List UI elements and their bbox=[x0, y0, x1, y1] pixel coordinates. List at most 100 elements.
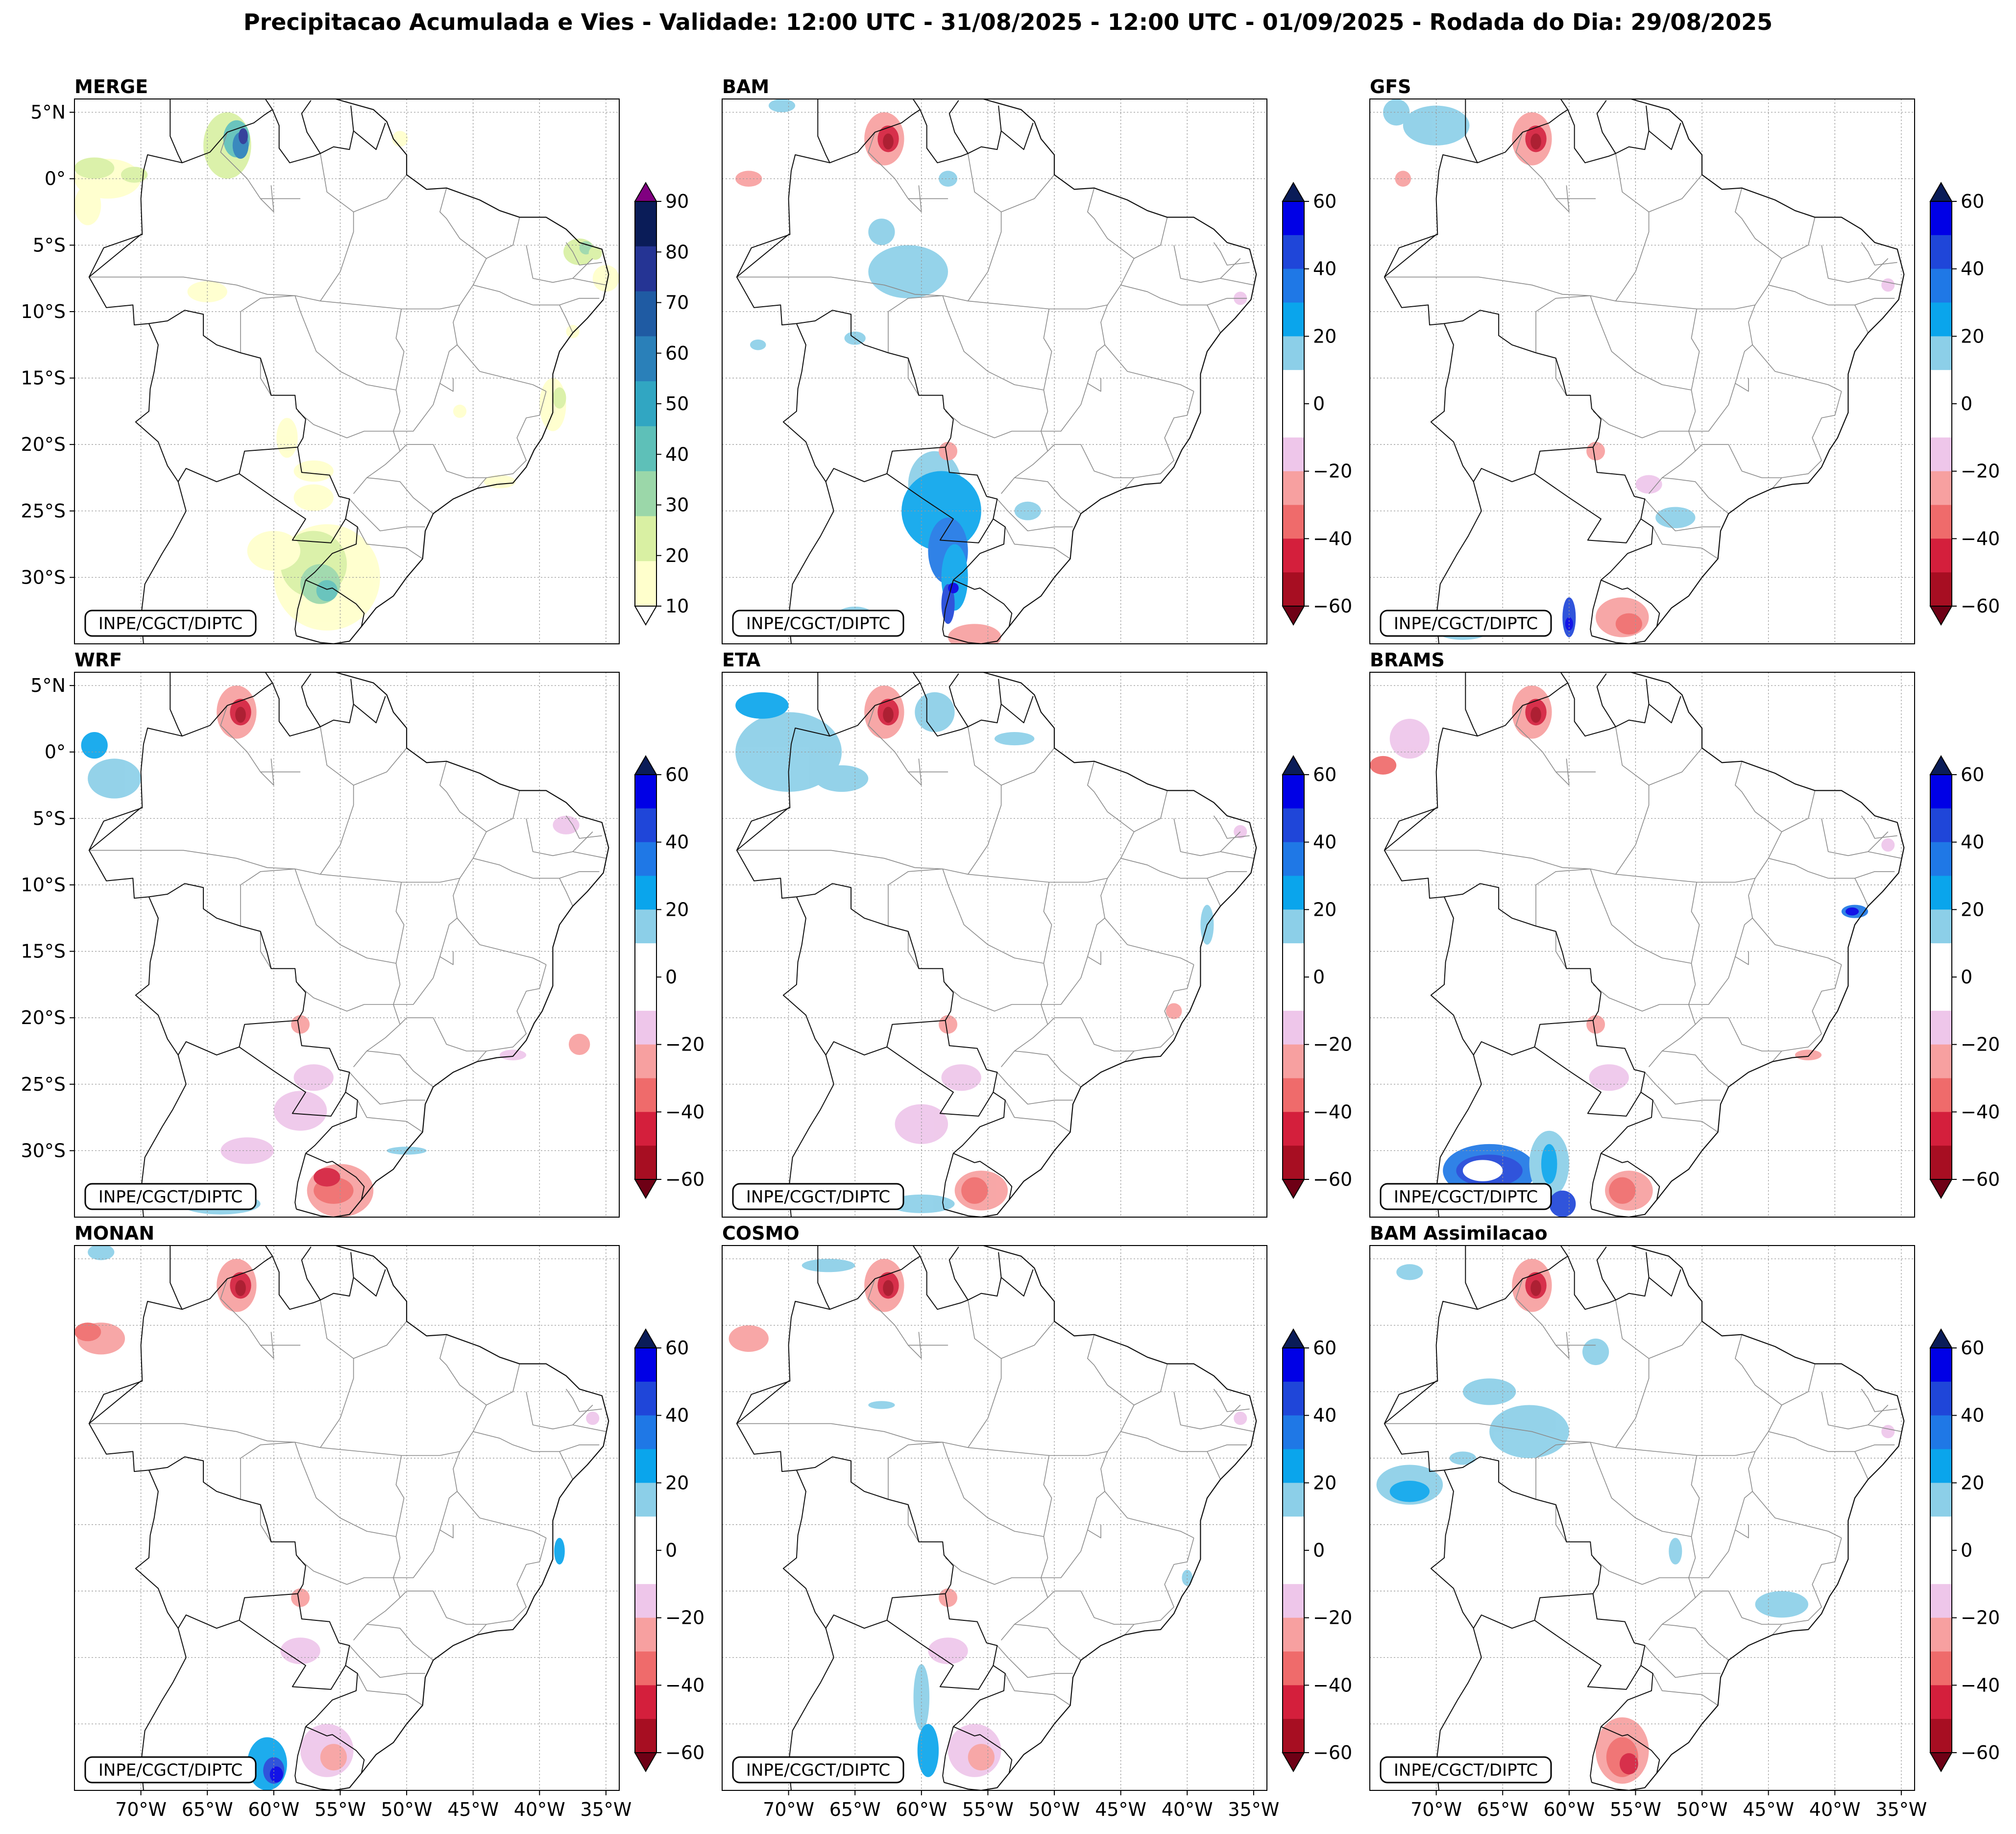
field-contour bbox=[939, 441, 958, 461]
colorbar-tick-label: −40 bbox=[1961, 1101, 2000, 1123]
colorbar-tick-label: 40 bbox=[665, 443, 689, 465]
colorbar-extend-bottom bbox=[1282, 1752, 1305, 1772]
country-border bbox=[89, 807, 143, 851]
country-border bbox=[953, 518, 1006, 581]
gridlines bbox=[74, 672, 619, 1217]
gridlines bbox=[74, 1246, 619, 1790]
state-border bbox=[1868, 851, 1902, 859]
state-border bbox=[1649, 174, 1702, 213]
country-border bbox=[953, 579, 1013, 627]
country-border bbox=[953, 1665, 1006, 1727]
state-border bbox=[533, 871, 600, 879]
state-border bbox=[1207, 305, 1221, 333]
colorbar-segment bbox=[1283, 1550, 1304, 1585]
colorbar-segment bbox=[1283, 1651, 1304, 1686]
panel-title: MERGE bbox=[74, 76, 148, 98]
map-frame bbox=[722, 1245, 1267, 1791]
state-border bbox=[1207, 1451, 1221, 1480]
colorbar-tick-label: 40 bbox=[1961, 258, 1984, 280]
colorbar-segment bbox=[1930, 1550, 1952, 1585]
state-border bbox=[565, 1389, 602, 1412]
state-border bbox=[1043, 1455, 1052, 1537]
state-border bbox=[1120, 1431, 1181, 1452]
lon-tick-label: 35°W bbox=[1228, 1799, 1279, 1820]
state-border bbox=[1384, 1423, 1755, 1456]
state-border bbox=[1752, 344, 1842, 392]
country-border bbox=[920, 1247, 969, 1310]
colorbar-tick-label: 60 bbox=[665, 342, 689, 364]
colorbar-tick-label: −60 bbox=[1961, 1742, 2000, 1763]
colorbar-segment bbox=[1283, 471, 1304, 505]
state-border bbox=[1134, 1364, 1168, 1406]
state-border bbox=[220, 132, 274, 213]
state-border bbox=[1047, 1590, 1134, 1625]
state-border bbox=[1555, 1504, 1567, 1542]
state-border bbox=[1772, 1538, 1842, 1636]
credit-text: INPE/CGCT/DIPTC bbox=[746, 1187, 890, 1207]
state-border bbox=[349, 1645, 425, 1678]
country-border bbox=[1601, 1665, 1653, 1727]
panel-title: MONAN bbox=[74, 1223, 154, 1244]
state-border bbox=[473, 857, 533, 879]
state-border bbox=[1134, 790, 1168, 832]
lat-tick-label: 25°S bbox=[21, 1074, 66, 1095]
colorbar-tick-label: −60 bbox=[1961, 595, 2000, 617]
panel-title: BRAMS bbox=[1370, 649, 1445, 671]
map-frame bbox=[722, 672, 1267, 1218]
state-border bbox=[1735, 188, 1782, 305]
country-border bbox=[148, 310, 306, 483]
state-border bbox=[366, 1051, 434, 1087]
colorbar-segment bbox=[1283, 538, 1304, 573]
field-contour bbox=[293, 484, 334, 511]
state-border bbox=[1688, 878, 1756, 1005]
country-border bbox=[88, 727, 187, 1217]
colorbar-tick-label: −40 bbox=[1313, 1101, 1352, 1123]
colorbar-bias: 60 40 20 0 −20 −40 −60 bbox=[1282, 755, 1352, 1199]
colorbar-precip: 90 80 70 60 50 40 30 20 10 bbox=[634, 182, 689, 626]
state-border bbox=[1014, 1624, 1081, 1661]
colorbar-segment bbox=[635, 1044, 656, 1078]
colorbar-extend-top bbox=[1282, 755, 1305, 775]
field-contour bbox=[1530, 133, 1541, 150]
colorbar-segment bbox=[635, 426, 656, 472]
field-contour bbox=[291, 1588, 310, 1607]
field-contour bbox=[235, 707, 246, 723]
state-border bbox=[559, 1451, 573, 1480]
credit-box bbox=[1380, 1756, 1552, 1784]
state-border bbox=[1180, 871, 1247, 879]
state-border bbox=[1735, 378, 1749, 392]
colorbar-segment bbox=[635, 842, 656, 876]
state-border bbox=[907, 358, 920, 396]
lat-tick-label: 5°N bbox=[30, 675, 66, 696]
country-border bbox=[1615, 679, 1650, 728]
field-contour bbox=[1370, 756, 1397, 775]
colorbar-tick-label: 0 bbox=[1961, 1540, 1972, 1561]
state-border bbox=[1124, 391, 1194, 489]
colorbar-tick-label: 0 bbox=[665, 966, 677, 988]
state-border bbox=[1087, 378, 1101, 392]
state-border bbox=[1087, 951, 1101, 965]
colorbar-segment bbox=[1930, 1146, 1952, 1180]
colorbar-segment bbox=[635, 516, 656, 562]
colorbar-segment bbox=[1930, 1112, 1952, 1146]
colorbar-segment bbox=[635, 246, 656, 292]
field-contour bbox=[88, 758, 141, 799]
colorbar-segment bbox=[1930, 1415, 1952, 1449]
map-frame bbox=[1369, 1245, 1915, 1791]
colorbar-tick-label: −60 bbox=[1313, 595, 1352, 617]
colorbar-tick-label: −20 bbox=[1313, 1034, 1352, 1055]
state-border bbox=[260, 931, 272, 969]
colorbar-tick-label: −40 bbox=[1961, 1674, 2000, 1696]
credit-text: INPE/CGCT/DIPTC bbox=[98, 1187, 243, 1207]
lat-tick-label: 30°S bbox=[21, 1140, 66, 1161]
state-border bbox=[1515, 132, 1570, 213]
country-border bbox=[353, 122, 386, 150]
colorbar-segment bbox=[1283, 437, 1304, 472]
state-border bbox=[1821, 245, 1889, 283]
field-contour bbox=[316, 580, 338, 602]
colorbar-segment bbox=[1283, 808, 1304, 843]
state-border bbox=[945, 411, 1048, 494]
coastline bbox=[1591, 99, 1905, 644]
state-border bbox=[1173, 245, 1241, 283]
